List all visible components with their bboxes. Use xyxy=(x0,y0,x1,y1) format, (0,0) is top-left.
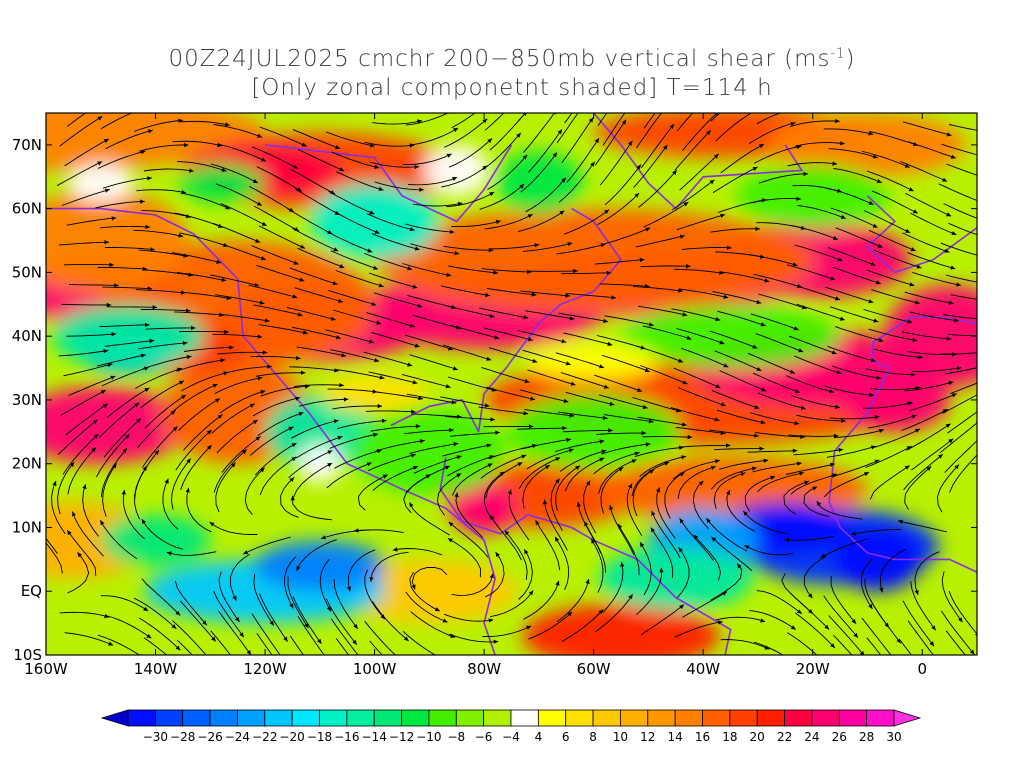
lat-tick-label: 10S xyxy=(13,646,42,664)
title-text: 00Z24JUL2025 cmchr 200−850mb vertical sh… xyxy=(168,46,831,72)
colorbar-swatch xyxy=(319,709,348,727)
colorbar-swatch xyxy=(510,709,539,727)
map-area xyxy=(46,113,977,655)
lat-tick-label: 70N xyxy=(12,136,42,154)
colorbar-swatch xyxy=(455,709,485,727)
colorbar-label: −28 xyxy=(170,730,195,744)
colorbar-swatch xyxy=(565,709,594,727)
colorbar-label: 8 xyxy=(589,730,597,744)
colorbar-right-arrow xyxy=(893,709,922,727)
title-close-paren: ) xyxy=(845,46,856,72)
colorbar-label: 28 xyxy=(859,730,874,744)
colorbar-swatch xyxy=(811,709,840,727)
colorbar-swatch xyxy=(537,709,567,727)
title-line-1: 00Z24JUL2025 cmchr 200−850mb vertical sh… xyxy=(0,46,1024,72)
colorbar-label: 6 xyxy=(562,730,570,744)
colorbar-swatch xyxy=(182,709,211,727)
colorbar-label: 16 xyxy=(695,730,710,744)
colorbar-label: −20 xyxy=(279,730,304,744)
colorbar-swatch xyxy=(401,709,430,727)
colorbar-label: 14 xyxy=(667,730,682,744)
lon-tick-label: 160W xyxy=(24,660,68,678)
lon-tick-label: 100W xyxy=(353,660,397,678)
map-frame xyxy=(45,112,978,656)
lon-tick-label: 60W xyxy=(577,660,611,678)
colorbar-swatch xyxy=(620,709,649,727)
colorbar-swatch xyxy=(373,709,402,727)
lat-tick-label: 10N xyxy=(12,518,42,536)
colorbar-swatch xyxy=(838,709,868,727)
colorbar-label: −18 xyxy=(307,730,332,744)
lat-tick-label: 60N xyxy=(12,200,42,218)
colorbar-label: −12 xyxy=(389,730,414,744)
lat-tick-label: EQ xyxy=(21,582,42,600)
colorbar: −30 −28 −26 −24 −22 −20 −18 −16 −14 −12 −10 −8 −6 −4 4… xyxy=(100,709,922,744)
colorbar-swatch xyxy=(756,709,785,727)
colorbar-swatch xyxy=(237,709,266,727)
colorbar-swatch xyxy=(674,709,703,727)
colorbar-label: 4 xyxy=(535,730,543,744)
lon-tick-label: 140W xyxy=(134,660,178,678)
colorbar-label: 18 xyxy=(722,730,737,744)
colorbar-label: 26 xyxy=(832,730,847,744)
colorbar-label: −22 xyxy=(252,730,277,744)
lat-tick-label: 40N xyxy=(12,327,42,345)
colorbar-label: 10 xyxy=(613,730,628,744)
colorbar-label: 20 xyxy=(750,730,765,744)
lon-tick-label: 20W xyxy=(796,660,830,678)
colorbar-label: −24 xyxy=(225,730,250,744)
lon-tick-label: 40W xyxy=(686,660,720,678)
colorbar-label: 22 xyxy=(777,730,792,744)
colorbar-swatch xyxy=(209,709,238,727)
lat-tick-label: 50N xyxy=(12,263,42,281)
colorbar-swatch xyxy=(127,709,156,727)
colorbar-swatch xyxy=(729,709,758,727)
colorbar-label: −10 xyxy=(416,730,441,744)
colorbar-swatch xyxy=(428,709,457,727)
title-unit-superscript: -1 xyxy=(830,46,846,62)
lon-tick-label: 80W xyxy=(467,660,501,678)
colorbar-swatch xyxy=(784,709,813,727)
lat-tick-label: 30N xyxy=(12,391,42,409)
colorbar-swatch xyxy=(346,709,375,727)
colorbar-swatch xyxy=(592,709,621,727)
colorbar-swatch xyxy=(264,709,293,727)
colorbar-label: −16 xyxy=(334,730,359,744)
colorbar-swatch xyxy=(866,709,895,727)
colorbar-label: −30 xyxy=(143,730,168,744)
colorbar-label: 24 xyxy=(804,730,819,744)
colorbar-swatch xyxy=(154,709,184,727)
lat-tick-label: 20N xyxy=(12,455,42,473)
colorbar-left-arrow xyxy=(100,709,129,727)
colorbar-swatch xyxy=(291,709,320,727)
colorbar-swatch xyxy=(647,709,676,727)
colorbar-label: 12 xyxy=(640,730,655,744)
colorbar-label: 30 xyxy=(886,730,901,744)
colorbar-swatch xyxy=(483,709,512,727)
lon-tick-label: 120W xyxy=(243,660,287,678)
colorbar-label: −6 xyxy=(475,730,493,744)
title-line-2: [Only zonal componetnt shaded] T=114 h xyxy=(251,75,773,101)
colorbar-label: −26 xyxy=(197,730,222,744)
colorbar-label: −14 xyxy=(362,730,387,744)
lon-tick-label: 0 xyxy=(917,660,927,678)
colorbar-label: −4 xyxy=(502,730,520,744)
colorbar-swatch xyxy=(702,709,731,727)
colorbar-label: −8 xyxy=(447,730,465,744)
